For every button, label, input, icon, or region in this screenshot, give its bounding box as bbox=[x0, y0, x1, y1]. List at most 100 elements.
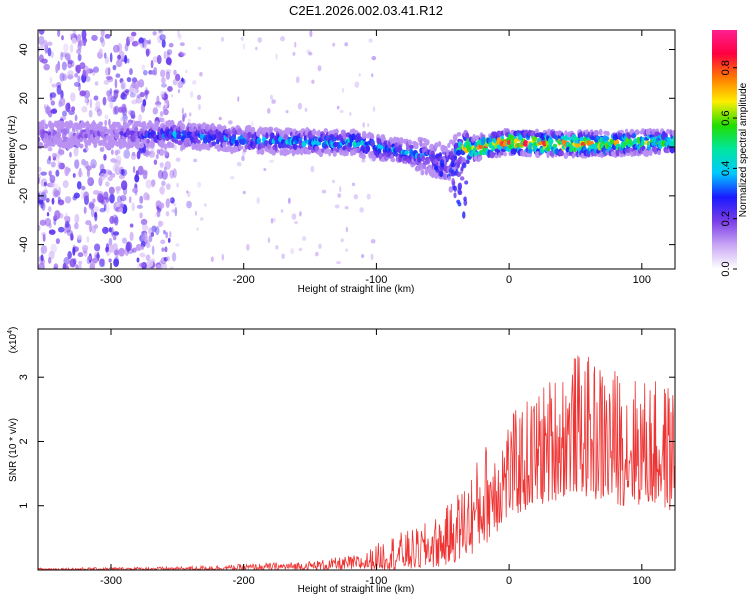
spectrogram-cell bbox=[314, 145, 320, 151]
spectrogram-cell bbox=[82, 69, 86, 77]
spectrogram-cell bbox=[109, 100, 114, 109]
spectrogram-y-tick-label: 0 bbox=[18, 144, 30, 150]
spectrogram-cell bbox=[250, 120, 254, 128]
spectrogram-cell bbox=[298, 247, 303, 252]
spectrogram-cell bbox=[548, 139, 553, 145]
spectrogram-cell bbox=[132, 187, 139, 194]
spectrogram-cell bbox=[135, 142, 140, 150]
spectrogram-cell bbox=[167, 237, 171, 243]
spectrogram-cell bbox=[370, 253, 374, 261]
spectrogram-cell bbox=[112, 231, 120, 236]
spectrogram-cell bbox=[99, 207, 106, 213]
spectrogram-cell bbox=[130, 82, 137, 89]
spectrogram-cell bbox=[100, 199, 105, 205]
spectrogram-cell bbox=[453, 155, 458, 160]
spectrogram-cell bbox=[87, 255, 92, 261]
spectrogram-cell bbox=[105, 75, 113, 80]
spectrogram-cell bbox=[71, 37, 77, 44]
spectrogram-cell bbox=[152, 31, 157, 36]
spectrogram-cell bbox=[71, 60, 75, 68]
spectrogram-cell bbox=[144, 40, 148, 51]
spectrogram-cell bbox=[344, 206, 349, 210]
spectrogram-cell bbox=[115, 155, 122, 164]
spectrogram-cell bbox=[332, 42, 336, 47]
spectrogram-cell bbox=[40, 245, 48, 254]
spectrogram-cell bbox=[81, 185, 86, 191]
spectrogram-x-tick-label: -200 bbox=[233, 274, 255, 286]
spectrogram-cell bbox=[96, 108, 103, 117]
spectrogram-x-tick-label: 0 bbox=[506, 274, 512, 286]
colorbar-tick-label: 0.6 bbox=[720, 110, 732, 125]
snr-plot-area bbox=[38, 329, 675, 570]
spectrogram-cell bbox=[289, 145, 294, 150]
spectrogram-cell bbox=[160, 90, 165, 98]
spectrogram-cell bbox=[108, 186, 115, 195]
spectrogram-cell bbox=[69, 258, 76, 268]
spectrogram-cell bbox=[120, 117, 124, 122]
spectrogram-cell bbox=[164, 246, 168, 253]
spectrogram-cell bbox=[135, 83, 139, 93]
spectrogram-cell bbox=[93, 206, 99, 213]
spectrogram-cell bbox=[131, 77, 138, 83]
spectrogram-cell bbox=[429, 157, 435, 163]
spectrogram-cell bbox=[109, 193, 115, 204]
spectrogram-cell bbox=[409, 144, 415, 149]
spectrogram-cell bbox=[79, 62, 86, 70]
spectrogram-cell bbox=[73, 257, 77, 265]
spectrogram-cell bbox=[299, 211, 302, 217]
spectrogram-cell bbox=[139, 91, 145, 98]
spectrogram-cell bbox=[45, 105, 51, 115]
spectrogram-cell bbox=[514, 138, 518, 144]
spectrogram-cell bbox=[103, 153, 107, 161]
spectrogram-cell bbox=[74, 72, 79, 78]
spectrogram-cell bbox=[292, 51, 296, 56]
spectrogram-cell bbox=[47, 146, 53, 152]
spectrogram-cell bbox=[38, 262, 45, 269]
spectrogram-cell bbox=[74, 114, 78, 122]
spectrogram-cell bbox=[89, 98, 93, 109]
spectrogram-cell bbox=[169, 230, 172, 238]
spectrogram-cell bbox=[155, 153, 159, 160]
spectrogram-cell bbox=[451, 177, 455, 186]
spectrogram-cell bbox=[114, 216, 119, 226]
spectrogram-cell bbox=[186, 190, 189, 194]
spectrogram-cell bbox=[91, 163, 96, 169]
spectrogram-cell bbox=[242, 131, 247, 138]
spectrogram-cell bbox=[151, 245, 155, 255]
spectrogram-cell bbox=[332, 150, 337, 157]
spectrogram-cell bbox=[176, 182, 179, 188]
spectrogram-cell bbox=[132, 166, 136, 174]
spectrogram-cell bbox=[110, 149, 114, 155]
spectrogram-cell bbox=[342, 132, 347, 140]
spectrogram-cell bbox=[311, 129, 317, 136]
spectrogram-cell bbox=[99, 259, 104, 264]
spectrogram-cell bbox=[44, 217, 52, 227]
spectrogram-cell bbox=[134, 191, 138, 196]
spectrogram-cell bbox=[161, 39, 166, 48]
spectrogram-cell bbox=[50, 100, 55, 106]
spectrogram-cell bbox=[465, 132, 470, 140]
spectrogram-cell bbox=[59, 97, 66, 107]
spectrogram-cell bbox=[456, 132, 462, 137]
spectrogram-cell bbox=[49, 76, 53, 84]
spectrogram-cell bbox=[371, 56, 377, 61]
spectrogram-cell bbox=[353, 194, 359, 200]
spectrogram-cell bbox=[133, 88, 140, 94]
spectrogram-cell bbox=[337, 193, 342, 198]
spectrogram-cell bbox=[51, 197, 55, 205]
spectrogram-cell bbox=[366, 193, 371, 200]
spectrogram-cell bbox=[55, 63, 59, 74]
spectrogram-cell bbox=[462, 211, 466, 219]
spectrogram-cell bbox=[315, 251, 319, 257]
spectrogram-cell bbox=[74, 213, 80, 224]
spectrogram-cell bbox=[64, 221, 70, 228]
spectrogram-cell bbox=[168, 42, 174, 48]
spectrogram-cell bbox=[57, 30, 61, 37]
spectrogram-cell bbox=[390, 157, 396, 163]
spectrogram-cell bbox=[65, 102, 71, 113]
spectrogram-cell bbox=[145, 48, 150, 57]
spectrogram-cell bbox=[155, 103, 162, 108]
spectrogram-cell bbox=[128, 196, 132, 204]
spectrogram-cell bbox=[159, 185, 165, 195]
spectrogram-cell bbox=[117, 54, 121, 60]
